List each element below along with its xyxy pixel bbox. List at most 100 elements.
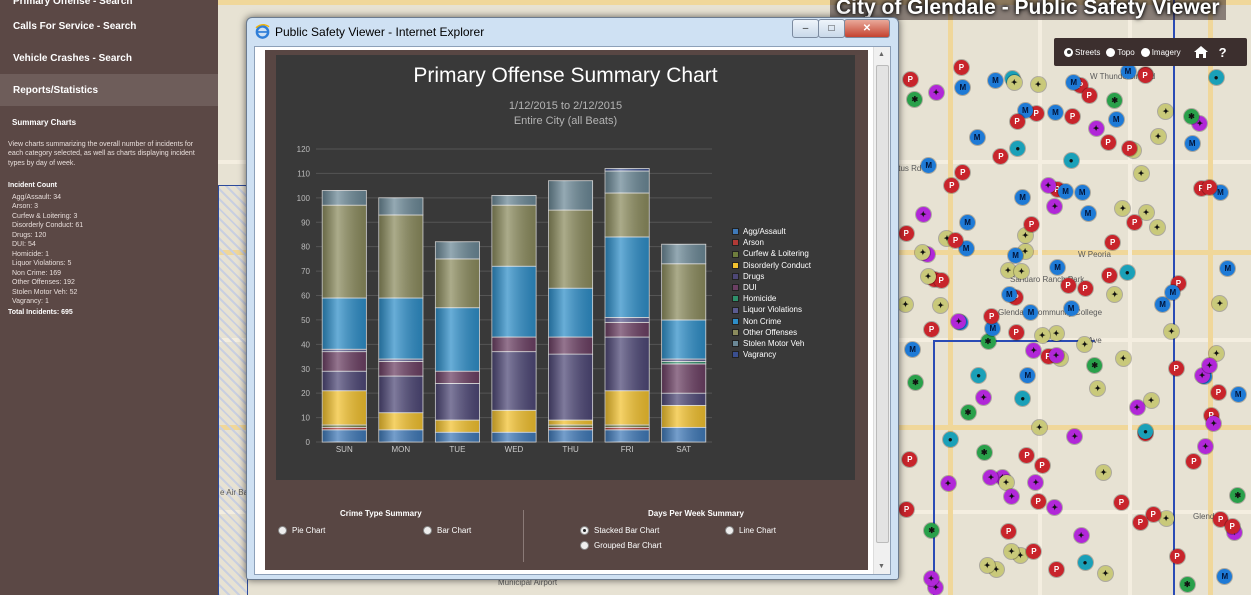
nav-primary-offense-search[interactable]: Primary Offense - Search	[13, 0, 133, 7]
incident-marker-icon[interactable]: ✦	[1115, 200, 1131, 216]
home-icon[interactable]	[1193, 45, 1209, 59]
incident-marker-icon[interactable]: P	[944, 177, 960, 193]
incident-marker-icon[interactable]: P	[1132, 515, 1148, 531]
incident-marker-icon[interactable]: ●	[1138, 424, 1153, 440]
incident-marker-icon[interactable]: P	[898, 225, 914, 241]
incident-marker-icon[interactable]: ●	[1010, 140, 1026, 156]
radio-icon[interactable]	[1064, 47, 1073, 57]
incident-marker-icon[interactable]: M	[1120, 64, 1136, 80]
incident-marker-icon[interactable]: P	[1034, 458, 1050, 474]
bar-chart-option[interactable]: Bar Chart	[423, 526, 471, 535]
nav-vehicle-crashes-search[interactable]: Vehicle Crashes - Search	[13, 52, 132, 64]
incident-marker-icon[interactable]: ✦	[1077, 336, 1093, 352]
incident-marker-icon[interactable]: M	[985, 320, 1001, 336]
incident-marker-icon[interactable]: M	[1058, 183, 1074, 199]
incident-marker-icon[interactable]: P	[1024, 216, 1039, 232]
incident-marker-icon[interactable]: ✦	[1098, 566, 1114, 582]
incident-marker-icon[interactable]: ●	[1063, 152, 1079, 168]
incident-marker-icon[interactable]: ✦	[951, 313, 967, 329]
incident-marker-icon[interactable]: ✱	[907, 91, 923, 107]
incident-marker-icon[interactable]: ✦	[1096, 464, 1112, 480]
incident-marker-icon[interactable]: ✦	[1026, 343, 1042, 359]
incident-marker-icon[interactable]: ✦	[1048, 348, 1064, 364]
incident-marker-icon[interactable]: ✦	[998, 475, 1014, 491]
incident-marker-icon[interactable]: P	[1001, 523, 1017, 539]
basemap-streets[interactable]: Streets	[1064, 47, 1100, 57]
radio-icon[interactable]	[278, 526, 287, 535]
incident-marker-icon[interactable]: P	[1105, 235, 1121, 251]
incident-marker-icon[interactable]: P	[933, 272, 949, 288]
incident-marker-icon[interactable]: P	[1169, 548, 1185, 564]
incident-marker-icon[interactable]: ✦	[1090, 380, 1106, 396]
incident-marker-icon[interactable]: ✦	[1143, 392, 1159, 408]
pie-chart-option[interactable]: Pie Chart	[278, 526, 325, 535]
incident-marker-icon[interactable]: ✱	[1230, 487, 1246, 503]
radio-icon[interactable]	[580, 526, 589, 535]
incident-marker-icon[interactable]: M	[1001, 287, 1017, 303]
incident-marker-icon[interactable]: ●	[1077, 555, 1093, 571]
scroll-up-icon[interactable]: ▲	[878, 51, 885, 58]
incident-marker-icon[interactable]: P	[993, 149, 1009, 165]
incident-marker-icon[interactable]: ✦	[933, 298, 949, 314]
incident-marker-icon[interactable]: ✱	[1107, 93, 1123, 109]
incident-marker-icon[interactable]: P	[1065, 108, 1081, 124]
incident-marker-icon[interactable]: ✦	[1000, 262, 1016, 278]
incident-marker-icon[interactable]: P	[1168, 360, 1184, 376]
incident-marker-icon[interactable]: ✦	[1115, 351, 1131, 367]
incident-marker-icon[interactable]: P	[1019, 448, 1035, 464]
incident-marker-icon[interactable]: ✦	[940, 476, 956, 492]
incident-marker-icon[interactable]: M	[1155, 296, 1171, 312]
help-icon[interactable]: ?	[1218, 44, 1227, 60]
basemap-imagery[interactable]: Imagery	[1140, 47, 1181, 57]
incident-marker-icon[interactable]: P	[1201, 180, 1217, 196]
incident-marker-icon[interactable]: ✱	[924, 522, 940, 538]
incident-marker-icon[interactable]: M	[1063, 300, 1079, 316]
incident-marker-icon[interactable]: M	[1184, 136, 1200, 152]
incident-marker-icon[interactable]: ✦	[1073, 527, 1089, 543]
incident-marker-icon[interactable]: P	[955, 165, 971, 181]
radio-icon[interactable]	[725, 526, 734, 535]
incident-marker-icon[interactable]: M	[1017, 102, 1033, 118]
incident-marker-icon[interactable]: ✦	[1158, 510, 1174, 526]
incident-marker-icon[interactable]: P	[902, 451, 918, 467]
incident-marker-icon[interactable]: ✦	[1034, 327, 1050, 343]
incident-marker-icon[interactable]: ✦	[1202, 358, 1217, 374]
incident-marker-icon[interactable]: P	[1224, 519, 1240, 534]
incident-marker-icon[interactable]: ✱	[1179, 576, 1195, 592]
incident-marker-icon[interactable]: M	[1230, 386, 1246, 402]
incident-marker-icon[interactable]: ✦	[1107, 286, 1123, 302]
incident-marker-icon[interactable]: ✦	[1206, 415, 1222, 431]
incident-marker-icon[interactable]: ✦	[1164, 323, 1180, 339]
window-titlebar[interactable]: Public Safety Viewer - Internet Explorer…	[247, 18, 898, 45]
incident-marker-icon[interactable]: M	[1050, 259, 1066, 275]
incident-marker-icon[interactable]: ✦	[1149, 220, 1165, 236]
incident-marker-icon[interactable]: P	[948, 232, 963, 248]
stacked-bar-chart-option[interactable]: Stacked Bar Chart	[580, 526, 659, 535]
radio-icon[interactable]	[1106, 47, 1116, 57]
incident-marker-icon[interactable]: ✦	[1031, 420, 1047, 436]
incident-marker-icon[interactable]: P	[953, 60, 969, 76]
incident-marker-icon[interactable]: ✱	[1183, 109, 1199, 125]
close-button[interactable]: ✕	[844, 19, 890, 38]
incident-marker-icon[interactable]: ✦	[920, 268, 936, 284]
incident-marker-icon[interactable]: ✱	[1087, 357, 1103, 373]
nav-reports-statistics[interactable]: Reports/Statistics	[0, 74, 218, 106]
incident-marker-icon[interactable]: ✦	[1047, 198, 1063, 214]
incident-marker-icon[interactable]: P	[1008, 325, 1024, 341]
incident-marker-icon[interactable]: ●	[1208, 70, 1224, 86]
incident-marker-icon[interactable]: M	[969, 130, 985, 146]
incident-marker-icon[interactable]: ✦	[979, 558, 995, 574]
radio-icon[interactable]	[423, 526, 432, 535]
incident-marker-icon[interactable]: ●	[971, 367, 987, 383]
incident-marker-icon[interactable]: P	[1081, 87, 1097, 103]
incident-marker-icon[interactable]: ✦	[1030, 76, 1046, 92]
incident-marker-icon[interactable]: M	[960, 214, 976, 230]
incident-marker-icon[interactable]: ●	[942, 432, 958, 448]
incident-marker-icon[interactable]: M	[1008, 247, 1024, 263]
incident-marker-icon[interactable]: ✦	[915, 206, 931, 222]
incident-marker-icon[interactable]: M	[1217, 569, 1233, 585]
incident-marker-icon[interactable]: ✱	[980, 334, 996, 349]
incident-marker-icon[interactable]: ✦	[1047, 500, 1063, 516]
incident-marker-icon[interactable]: ✦	[1040, 178, 1056, 194]
incident-marker-icon[interactable]: M	[1165, 285, 1181, 301]
